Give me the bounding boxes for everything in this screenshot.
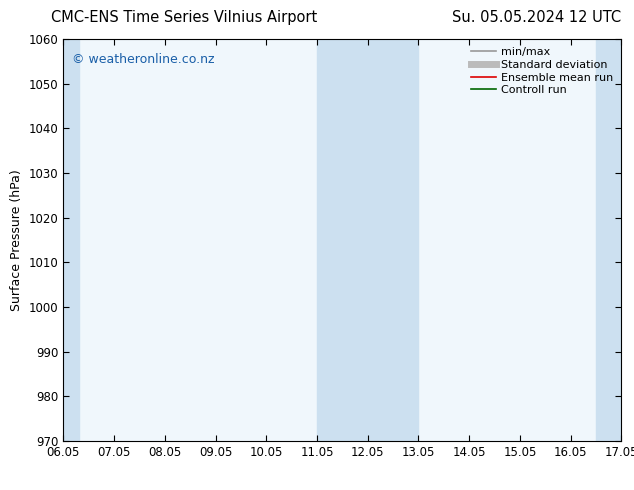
Legend: min/max, Standard deviation, Ensemble mean run, Controll run: min/max, Standard deviation, Ensemble me…: [469, 45, 616, 98]
Text: CMC-ENS Time Series Vilnius Airport: CMC-ENS Time Series Vilnius Airport: [51, 10, 317, 24]
Text: © weatheronline.co.nz: © weatheronline.co.nz: [72, 53, 214, 66]
Bar: [317, 39, 418, 441]
Text: Su. 05.05.2024 12 UTC: Su. 05.05.2024 12 UTC: [452, 10, 621, 24]
Y-axis label: Surface Pressure (hPa): Surface Pressure (hPa): [10, 169, 23, 311]
Bar: [58, 39, 79, 441]
Bar: [596, 39, 626, 441]
